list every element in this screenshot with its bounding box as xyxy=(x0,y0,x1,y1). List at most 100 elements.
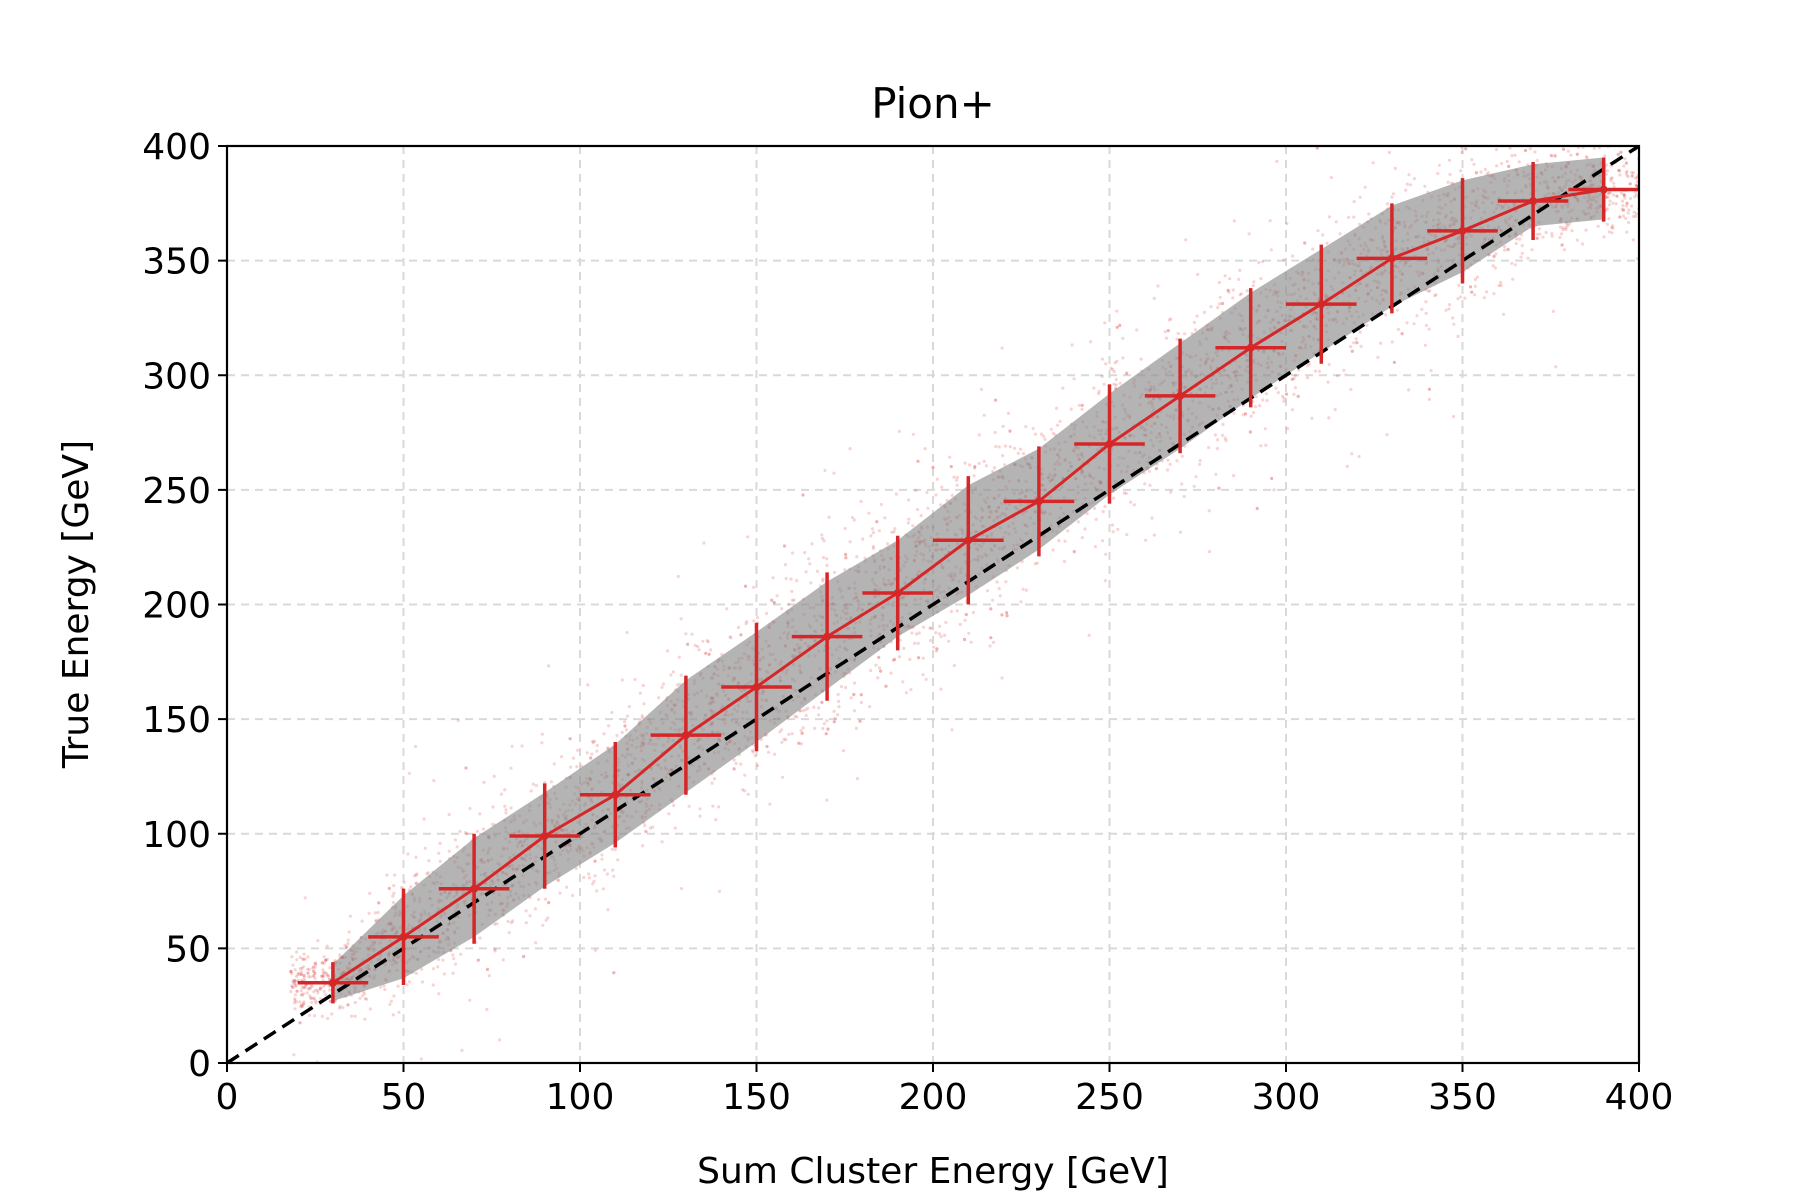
scatter-point xyxy=(1100,539,1105,543)
scatter-point xyxy=(1135,328,1139,332)
scatter-point xyxy=(843,568,847,572)
scatter-point xyxy=(889,671,893,675)
scatter-point xyxy=(698,814,702,818)
scatter-point xyxy=(801,709,805,713)
scatter-point xyxy=(1080,403,1084,407)
scatter-point xyxy=(850,515,855,520)
scatter-point xyxy=(1464,147,1468,151)
scatter-point xyxy=(690,632,694,636)
scatter-point xyxy=(1252,280,1256,284)
scatter-point xyxy=(1221,433,1225,437)
scatter-point xyxy=(921,625,926,629)
scatter-point xyxy=(565,885,569,889)
scatter-point xyxy=(1338,232,1342,236)
scatter-point xyxy=(601,887,606,891)
scatter-point xyxy=(1544,230,1548,235)
scatter-point xyxy=(393,873,397,877)
scatter-point xyxy=(1094,517,1098,522)
scatter-point xyxy=(1596,224,1600,228)
scatter-point xyxy=(576,748,580,752)
scatter-point xyxy=(673,826,677,830)
scatter-point xyxy=(989,636,993,640)
scatter-point xyxy=(1252,411,1256,415)
scatter-point xyxy=(1333,408,1337,412)
scatter-point xyxy=(1139,357,1143,361)
scatter-point xyxy=(1528,147,1532,151)
scatter-point xyxy=(1305,376,1310,380)
scatter-point xyxy=(1635,184,1639,188)
scatter-point xyxy=(520,744,524,748)
scatter-point xyxy=(543,897,548,901)
scatter-point xyxy=(293,968,297,972)
scatter-point xyxy=(623,724,627,728)
scatter-point xyxy=(1350,349,1354,353)
scatter-point xyxy=(1092,386,1096,390)
scatter-point xyxy=(1274,386,1278,390)
scatter-point xyxy=(1583,130,1586,133)
scatter-point xyxy=(595,749,599,753)
scatter-point xyxy=(1493,66,1496,69)
scatter-point xyxy=(824,732,828,736)
scatter-point xyxy=(991,640,996,644)
scatter-point xyxy=(1423,184,1427,188)
scatter-point xyxy=(290,985,294,989)
scatter-point xyxy=(1408,183,1413,187)
scatter-point xyxy=(1434,293,1438,297)
scatter-point xyxy=(1089,340,1093,344)
scatter-point xyxy=(522,954,526,959)
scatter-point xyxy=(302,952,306,956)
scatter-point xyxy=(303,896,307,900)
scatter-point xyxy=(298,972,302,976)
scatter-point xyxy=(568,765,573,769)
scatter-point xyxy=(698,807,702,811)
scatter-point xyxy=(574,866,578,871)
scatter-point xyxy=(765,744,769,749)
scatter-point xyxy=(994,444,998,449)
scatter-point xyxy=(1315,146,1319,150)
scatter-point xyxy=(600,857,604,861)
scatter-point xyxy=(1115,325,1119,329)
scatter-point xyxy=(1588,135,1591,138)
scatter-point xyxy=(1609,176,1613,180)
scatter-point xyxy=(1427,397,1431,401)
scatter-point xyxy=(313,961,317,965)
scatter-point xyxy=(293,1007,297,1011)
scatter-point xyxy=(781,775,785,779)
scatter-point xyxy=(305,991,309,995)
scatter-point xyxy=(640,716,645,720)
scatter-point xyxy=(914,632,919,636)
scatter-point xyxy=(784,738,788,742)
scatter-point xyxy=(345,945,349,949)
data-point xyxy=(540,832,549,841)
scatter-point xyxy=(312,990,316,994)
scatter-point xyxy=(413,744,418,749)
data-point xyxy=(1529,197,1538,206)
scatter-point xyxy=(992,466,997,470)
scatter-point xyxy=(787,732,791,737)
scatter-point xyxy=(1503,248,1507,252)
scatter-point xyxy=(1473,293,1477,297)
scatter-point xyxy=(1218,302,1222,306)
scatter-point xyxy=(1562,248,1567,252)
data-point xyxy=(964,536,973,545)
scatter-point xyxy=(1019,447,1023,451)
scatter-point xyxy=(837,699,841,704)
scatter-point xyxy=(1635,184,1639,188)
scatter-point xyxy=(858,719,862,723)
scatter-point xyxy=(876,676,880,680)
scatter-point xyxy=(1237,277,1241,281)
scatter-point xyxy=(958,622,962,627)
scatter-point xyxy=(1384,313,1388,317)
scatter-point xyxy=(1101,510,1105,514)
scatter-point xyxy=(1213,433,1217,437)
scatter-point xyxy=(1615,194,1619,198)
scatter-point xyxy=(1118,323,1122,327)
scatter-point xyxy=(1494,252,1498,256)
scatter-point xyxy=(524,909,528,913)
scatter-point xyxy=(1224,438,1228,443)
scatter-point xyxy=(313,971,317,975)
scatter-point xyxy=(1550,232,1554,236)
data-point xyxy=(1599,185,1608,194)
scatter-point xyxy=(671,670,675,674)
scatter-point xyxy=(568,737,572,741)
